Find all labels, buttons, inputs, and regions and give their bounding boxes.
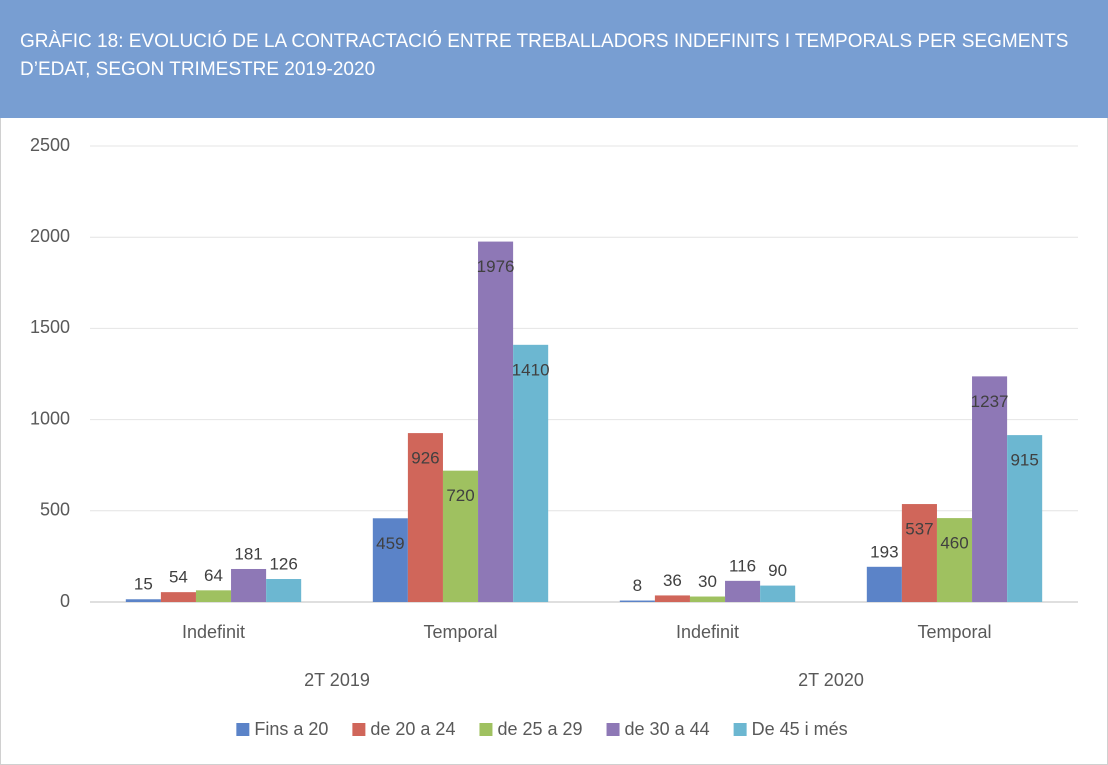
bar [725,580,761,602]
bar [160,592,196,602]
value-label: 90 [768,561,787,580]
bar [478,241,514,602]
group-label: 2T 2019 [304,670,370,690]
legend-label: Fins a 20 [254,719,328,739]
y-tick-label: 2500 [30,135,70,155]
y-tick-label: 1000 [30,408,70,428]
bar [513,344,549,602]
value-label: 926 [411,449,439,468]
bar [407,433,443,602]
bar [689,596,726,602]
legend-label: de 20 a 24 [370,719,455,739]
x-tick-label: Indefinit [182,622,245,642]
value-label: 1976 [477,257,515,276]
value-label: 1410 [512,360,550,379]
bar [442,470,479,602]
value-label: 181 [234,544,262,563]
bar [195,590,232,602]
value-label: 15 [134,575,153,594]
value-label: 915 [1010,451,1038,470]
x-tick-label: Indefinit [676,622,739,642]
value-label: 460 [940,534,968,553]
chart-title: GRÀFIC 18: EVOLUCIÓ DE LA CONTRACTACIÓ E… [0,0,1108,118]
x-tick-label: Temporal [917,622,991,642]
bar [266,579,302,602]
bar [901,504,937,602]
bar [231,568,267,602]
legend-swatch [479,723,493,736]
legend-swatch [733,723,747,736]
value-label: 193 [870,542,898,561]
value-label: 36 [663,571,682,590]
value-label: 1237 [971,392,1009,411]
value-label: 459 [376,534,404,553]
legend-swatch [352,723,366,736]
value-label: 126 [269,555,297,574]
bar [972,376,1008,602]
y-tick-label: 1500 [30,317,70,337]
bar [866,566,902,602]
value-label: 30 [698,572,717,591]
value-label: 537 [905,520,933,539]
y-tick-label: 2000 [30,226,70,246]
bar [654,595,690,602]
bar [760,585,796,602]
y-tick-label: 500 [40,500,70,520]
legend-label: de 30 a 44 [625,719,710,739]
x-tick-label: Temporal [423,622,497,642]
value-label: 8 [633,576,642,595]
legend-swatch [606,723,620,736]
group-label: 2T 2020 [798,670,864,690]
value-label: 54 [169,568,188,587]
value-label: 720 [446,486,474,505]
legend-label: De 45 i més [752,719,848,739]
y-tick-label: 0 [60,591,70,611]
legend-label: de 25 a 29 [497,719,582,739]
bar [1007,435,1043,602]
bar [936,518,973,602]
bar [125,599,161,602]
bar [372,518,408,602]
legend-swatch [236,723,250,736]
value-label: 64 [204,566,223,585]
value-label: 116 [729,556,756,575]
bar [619,600,655,602]
